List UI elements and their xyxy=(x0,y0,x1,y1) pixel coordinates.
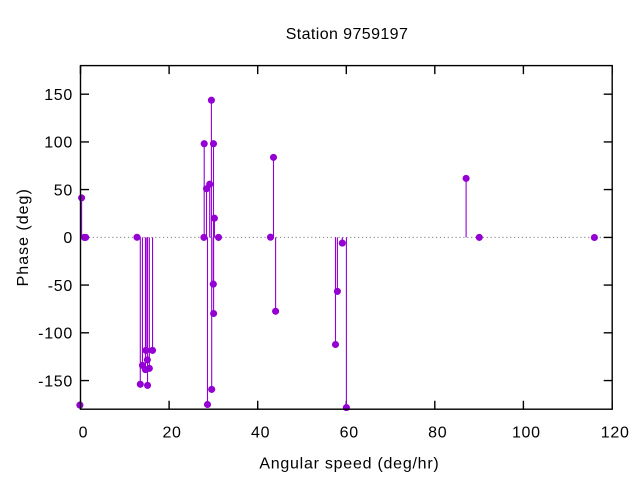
svg-text:60: 60 xyxy=(340,425,359,442)
svg-text:120: 120 xyxy=(601,425,630,442)
svg-text:-50: -50 xyxy=(48,278,73,295)
svg-text:40: 40 xyxy=(251,425,270,442)
svg-text:150: 150 xyxy=(44,87,73,104)
svg-text:100: 100 xyxy=(44,135,73,152)
svg-text:-150: -150 xyxy=(38,373,73,390)
svg-text:0: 0 xyxy=(79,425,89,442)
svg-text:-100: -100 xyxy=(38,326,73,343)
svg-text:50: 50 xyxy=(54,182,73,199)
svg-text:80: 80 xyxy=(428,425,447,442)
svg-text:20: 20 xyxy=(162,425,181,442)
svg-text:Angular speed (deg/hr): Angular speed (deg/hr) xyxy=(259,456,439,473)
svg-text:Station 9759197: Station 9759197 xyxy=(286,26,409,43)
svg-text:100: 100 xyxy=(512,425,541,442)
svg-text:0: 0 xyxy=(63,230,73,247)
svg-text:Phase (deg): Phase (deg) xyxy=(15,188,32,286)
